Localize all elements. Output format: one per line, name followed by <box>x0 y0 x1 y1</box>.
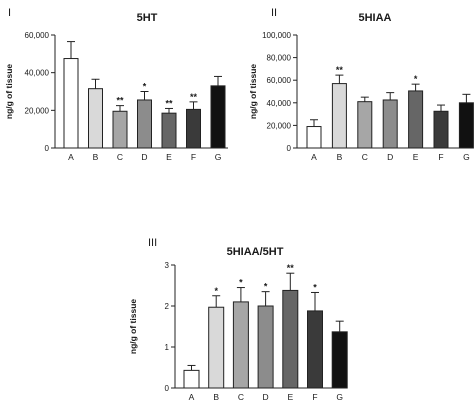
bar <box>306 126 322 149</box>
y-tick-label: 3 <box>165 261 170 270</box>
chart-title: 5HT <box>137 12 158 24</box>
y-axis-label: ng/g of tissue <box>128 299 138 355</box>
bar <box>331 331 348 389</box>
bar <box>307 310 323 389</box>
bar <box>458 102 474 149</box>
bar <box>208 306 225 389</box>
y-tick-label: 20,000 <box>267 121 292 130</box>
bar <box>357 101 373 149</box>
significance-marker: * <box>313 282 317 292</box>
y-axis-label: ng/g of tissue <box>248 64 258 120</box>
bar <box>210 85 226 149</box>
y-tick-label: 20,000 <box>25 106 50 115</box>
significance-marker: * <box>214 286 218 296</box>
y-tick-label: 60,000 <box>267 76 292 85</box>
bar <box>161 112 177 149</box>
chart-title: 5HIAA/5HT <box>227 246 284 258</box>
bar <box>282 289 299 389</box>
significance-marker: ** <box>190 92 198 102</box>
panel-label: I <box>8 7 11 19</box>
y-tick-label: 1 <box>165 343 170 352</box>
x-tick-label: F <box>191 152 196 162</box>
bar <box>232 301 249 389</box>
significance-marker: ** <box>287 263 295 273</box>
significance-marker: * <box>414 74 418 84</box>
x-tick-label: C <box>362 152 368 162</box>
chart-panel-III: III 5HIAA/5HT 0 1 2 3 ng/g of tissue A * B * C * D ** E… <box>128 237 348 402</box>
bar <box>63 58 79 149</box>
y-tick-label: 40,000 <box>25 69 50 78</box>
bar <box>186 108 201 149</box>
bar <box>408 90 424 149</box>
bar <box>88 88 103 149</box>
significance-marker: * <box>239 278 243 288</box>
panel-label: II <box>271 7 277 19</box>
bar <box>257 305 274 389</box>
bar <box>183 369 200 389</box>
x-tick-label: D <box>263 392 269 402</box>
y-tick-label: 40,000 <box>267 99 292 108</box>
x-tick-label: A <box>311 152 317 162</box>
significance-marker: * <box>143 82 147 92</box>
y-tick-label: 0 <box>287 144 292 153</box>
significance-marker: ** <box>336 65 344 75</box>
x-tick-label: D <box>141 152 147 162</box>
x-tick-label: D <box>387 152 393 162</box>
y-tick-label: 60,000 <box>25 31 50 40</box>
x-tick-label: B <box>93 152 99 162</box>
x-tick-label: E <box>413 152 419 162</box>
y-tick-label: 100,000 <box>262 31 291 40</box>
x-tick-label: A <box>189 392 195 402</box>
y-tick-label: 0 <box>45 144 50 153</box>
x-tick-label: F <box>312 392 317 402</box>
x-tick-label: C <box>238 392 244 402</box>
chart-panel-II: II 5HIAA 0 20,000 40,000 60,000 80,000 100,000 n… <box>248 7 474 162</box>
bar <box>137 99 152 149</box>
panel-label: III <box>148 237 157 249</box>
bar <box>112 110 128 149</box>
x-tick-label: F <box>438 152 443 162</box>
x-tick-label: A <box>68 152 74 162</box>
significance-marker: ** <box>165 98 173 108</box>
chart-title: 5HIAA <box>358 12 391 24</box>
chart-panel-I: I 5HT 0 20,000 40,000 60,000 ng/g of tissue A B *… <box>4 7 228 162</box>
x-tick-label: C <box>117 152 123 162</box>
x-tick-label: G <box>463 152 470 162</box>
y-tick-label: 2 <box>165 302 170 311</box>
significance-marker: ** <box>116 96 124 106</box>
y-tick-label: 0 <box>165 384 170 393</box>
x-tick-label: E <box>166 152 172 162</box>
bar <box>382 99 398 149</box>
x-tick-label: G <box>215 152 222 162</box>
bar <box>433 110 449 149</box>
x-tick-label: B <box>213 392 219 402</box>
y-tick-label: 80,000 <box>267 54 292 63</box>
x-tick-label: B <box>337 152 343 162</box>
bar <box>331 83 347 149</box>
x-tick-label: G <box>336 392 343 402</box>
x-tick-label: E <box>287 392 293 402</box>
significance-marker: * <box>264 282 268 292</box>
y-axis-label: ng/g of tissue <box>4 64 14 120</box>
